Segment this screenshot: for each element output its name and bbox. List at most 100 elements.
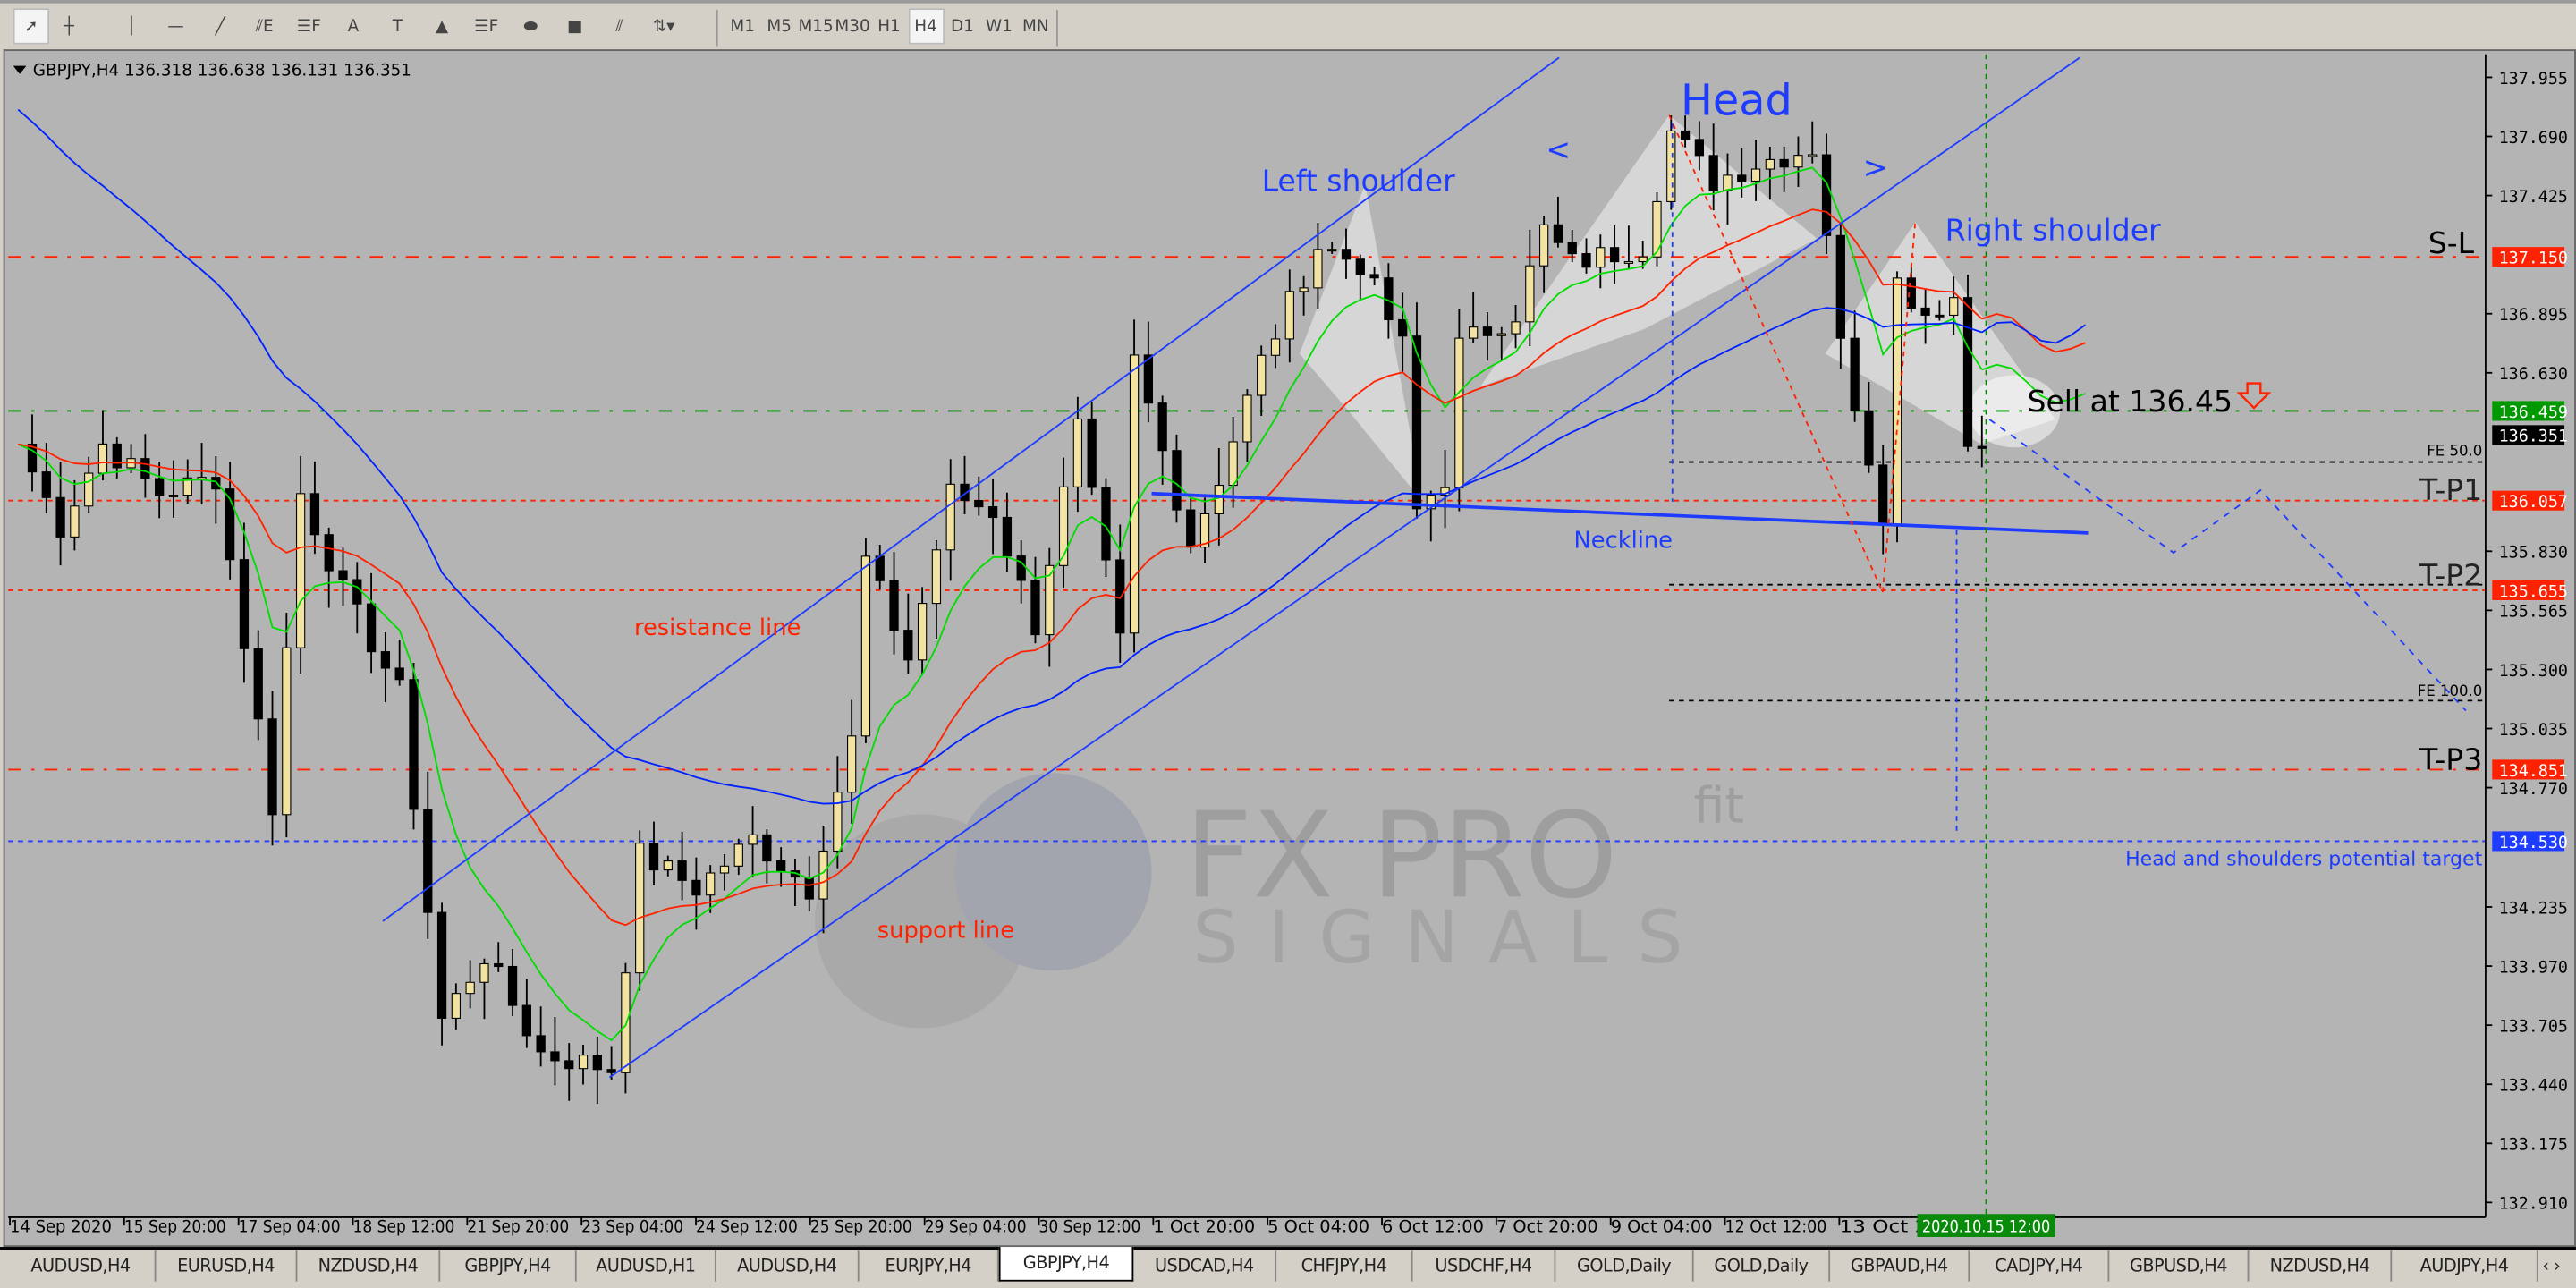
time-label: 1 Oct 20:00 — [1153, 1217, 1255, 1236]
channel-tool-button[interactable]: ⫽ — [601, 8, 637, 44]
bear-candle — [112, 443, 122, 469]
crosshair-tool-button[interactable]: ┼ — [51, 8, 87, 44]
trendline-tool-button[interactable]: ╱ — [202, 8, 238, 44]
chart-tab[interactable]: EURUSD,H4 — [156, 1250, 298, 1282]
right-bracket-label[interactable]: > — [1863, 150, 1888, 185]
timeframe-h4[interactable]: H4 — [907, 8, 945, 45]
collapse-arrow-icon[interactable] — [13, 65, 27, 74]
chart-tab[interactable]: GBPJPY,H4 — [998, 1247, 1134, 1282]
fe100-label[interactable]: FE 100.0 — [2418, 682, 2482, 699]
text-tool-button[interactable]: A — [335, 8, 371, 44]
bull-candle — [97, 443, 108, 474]
chart-tabs: AUDUSD,H4 EURUSD,H4 NZDUSD,H4 GBPJPY,H4 AUDU… — [0, 1247, 2576, 1288]
time-label: 21 Sep 20:00 — [467, 1217, 569, 1236]
bull-candle — [635, 843, 645, 974]
bear-candle — [521, 1004, 531, 1037]
bull-candle — [1750, 168, 1761, 182]
timeframe-m5[interactable]: M5 — [767, 17, 792, 36]
sell-label[interactable]: Sell at 136.45 — [2027, 384, 2233, 419]
resistance-label[interactable]: resistance line — [634, 614, 801, 641]
chart-tab[interactable]: AUDUSD,H4 — [716, 1250, 860, 1282]
chart-tab[interactable]: GOLD,Daily — [1555, 1250, 1694, 1282]
time-label: 15 Sep 20:00 — [124, 1217, 226, 1236]
bear-candle — [239, 559, 250, 649]
bull-candle — [1313, 249, 1323, 289]
fibo-fan-tool-button[interactable]: ☰F — [468, 8, 504, 44]
chart-tab[interactable]: NZDUSD,H4 — [297, 1250, 441, 1282]
projected-path[interactable] — [1988, 419, 2467, 712]
timeframe-m15[interactable]: M15 — [798, 17, 834, 36]
chart-tab[interactable]: GOLD,Daily — [1694, 1250, 1831, 1282]
neckline-label[interactable]: Neckline — [1574, 527, 1673, 554]
tab-scroll-arrows[interactable]: ‹ › — [2542, 1256, 2561, 1276]
watermark-logo — [954, 773, 1152, 971]
right-shoulder-label[interactable]: Right shoulder — [1945, 212, 2161, 247]
chart-tab[interactable]: AUDUSD,H4 — [6, 1250, 157, 1282]
sl-label[interactable]: S-L — [2428, 225, 2475, 260]
timeframe-m1[interactable]: M1 — [730, 17, 755, 36]
price-label: 134.770 — [2499, 780, 2568, 799]
rectangle-tool-button[interactable]: ■ — [557, 8, 593, 44]
ma-slow-line[interactable] — [17, 108, 1983, 805]
arrows-tool-button[interactable]: ⇅▾ — [646, 8, 682, 44]
chart-tab[interactable]: USDCHF,H4 — [1413, 1250, 1556, 1282]
bull-candle — [479, 962, 489, 983]
ellipse-tool-button[interactable]: ⬬ — [513, 8, 548, 44]
neckline[interactable] — [1151, 491, 2089, 535]
head-projection-line[interactable] — [1881, 218, 1917, 593]
bull-candle — [465, 981, 475, 995]
support-label[interactable]: support line — [877, 917, 1014, 944]
bull-candle — [1496, 333, 1506, 336]
bear-candle — [155, 478, 165, 496]
cursor-tool-button[interactable]: ➚ — [13, 8, 50, 45]
chart-tab[interactable]: CADJPY,H4 — [1970, 1250, 2110, 1282]
ma-fast-line[interactable] — [17, 166, 1983, 1042]
timeframe-mn[interactable]: MN — [1022, 17, 1049, 36]
timeframe-w1[interactable]: W1 — [985, 17, 1013, 36]
tp1-label[interactable]: T-P1 — [2419, 472, 2482, 507]
vertical-line-tool-button[interactable]: │ — [114, 8, 149, 44]
chart-tab[interactable]: CHFJPY,H4 — [1276, 1250, 1413, 1282]
horizontal-line-tool-button[interactable]: — — [157, 8, 193, 44]
text-label-tool-button[interactable]: T — [379, 8, 415, 44]
channel-lower-line[interactable] — [608, 56, 2080, 1079]
fe50-label[interactable]: FE 50.0 — [2427, 442, 2482, 459]
bear-candle — [1977, 445, 1987, 449]
chart-tab[interactable]: GBPUSD,H4 — [2109, 1250, 2250, 1282]
chart-window[interactable]: FX PRO fit SIGNALS Head < > Left shoulder Right… — [3, 49, 2576, 1248]
bull-candle — [719, 865, 730, 874]
chart-tab[interactable]: GBPJPY,H4 — [440, 1250, 577, 1282]
time-label: 29 Sep 04:00 — [925, 1217, 1027, 1236]
bear-candle — [1341, 249, 1352, 260]
triangle-tool-button[interactable]: ▲ — [424, 8, 460, 44]
bull-candle — [1242, 394, 1252, 443]
timeframe-m30[interactable]: M30 — [835, 17, 870, 36]
left-bracket-label[interactable]: < — [1546, 131, 1571, 166]
sell-arrow-icon — [2236, 382, 2272, 410]
chart-tab[interactable]: AUDUSD,H1 — [577, 1250, 716, 1282]
target-label[interactable]: Head and shoulders potential target — [2125, 848, 2483, 870]
price-tag — [2492, 490, 2565, 511]
left-shoulder-label[interactable]: Left shoulder — [1262, 163, 1456, 198]
fibo-retracement-tool-button[interactable]: ☰F — [291, 8, 326, 44]
ma-mid-line[interactable] — [18, 208, 1983, 927]
chart-tab[interactable]: GBPAUD,H4 — [1830, 1250, 1970, 1282]
bear-candle — [889, 580, 899, 631]
price-chart[interactable]: FX PRO fit SIGNALS Head < > Left shoulder Right… — [5, 51, 2575, 1245]
price-label: 133.175 — [2499, 1136, 2568, 1155]
price-tag — [2492, 759, 2565, 780]
time-label: 12 Oct 12:00 — [1725, 1217, 1827, 1236]
head-projection-line[interactable] — [1668, 114, 1884, 593]
tp3-label[interactable]: T-P3 — [2419, 742, 2482, 777]
chart-tab[interactable]: USDCAD,H4 — [1133, 1250, 1277, 1282]
chart-tab[interactable]: AUDJPY,H4 — [2392, 1250, 2538, 1282]
timeframe-h1[interactable]: H1 — [877, 17, 901, 36]
channel-upper-line[interactable] — [382, 56, 1560, 922]
chart-tab[interactable]: EURJPY,H4 — [860, 1250, 999, 1282]
timeframe-d1[interactable]: D1 — [951, 17, 974, 36]
fibo-expansion-tool-button[interactable]: ⫽E — [247, 8, 283, 44]
head-label[interactable]: Head — [1681, 77, 1792, 126]
chart-tab[interactable]: NZDUSD,H4 — [2249, 1250, 2393, 1282]
bull-candle — [1199, 513, 1210, 548]
tp2-label[interactable]: T-P2 — [2419, 558, 2482, 593]
